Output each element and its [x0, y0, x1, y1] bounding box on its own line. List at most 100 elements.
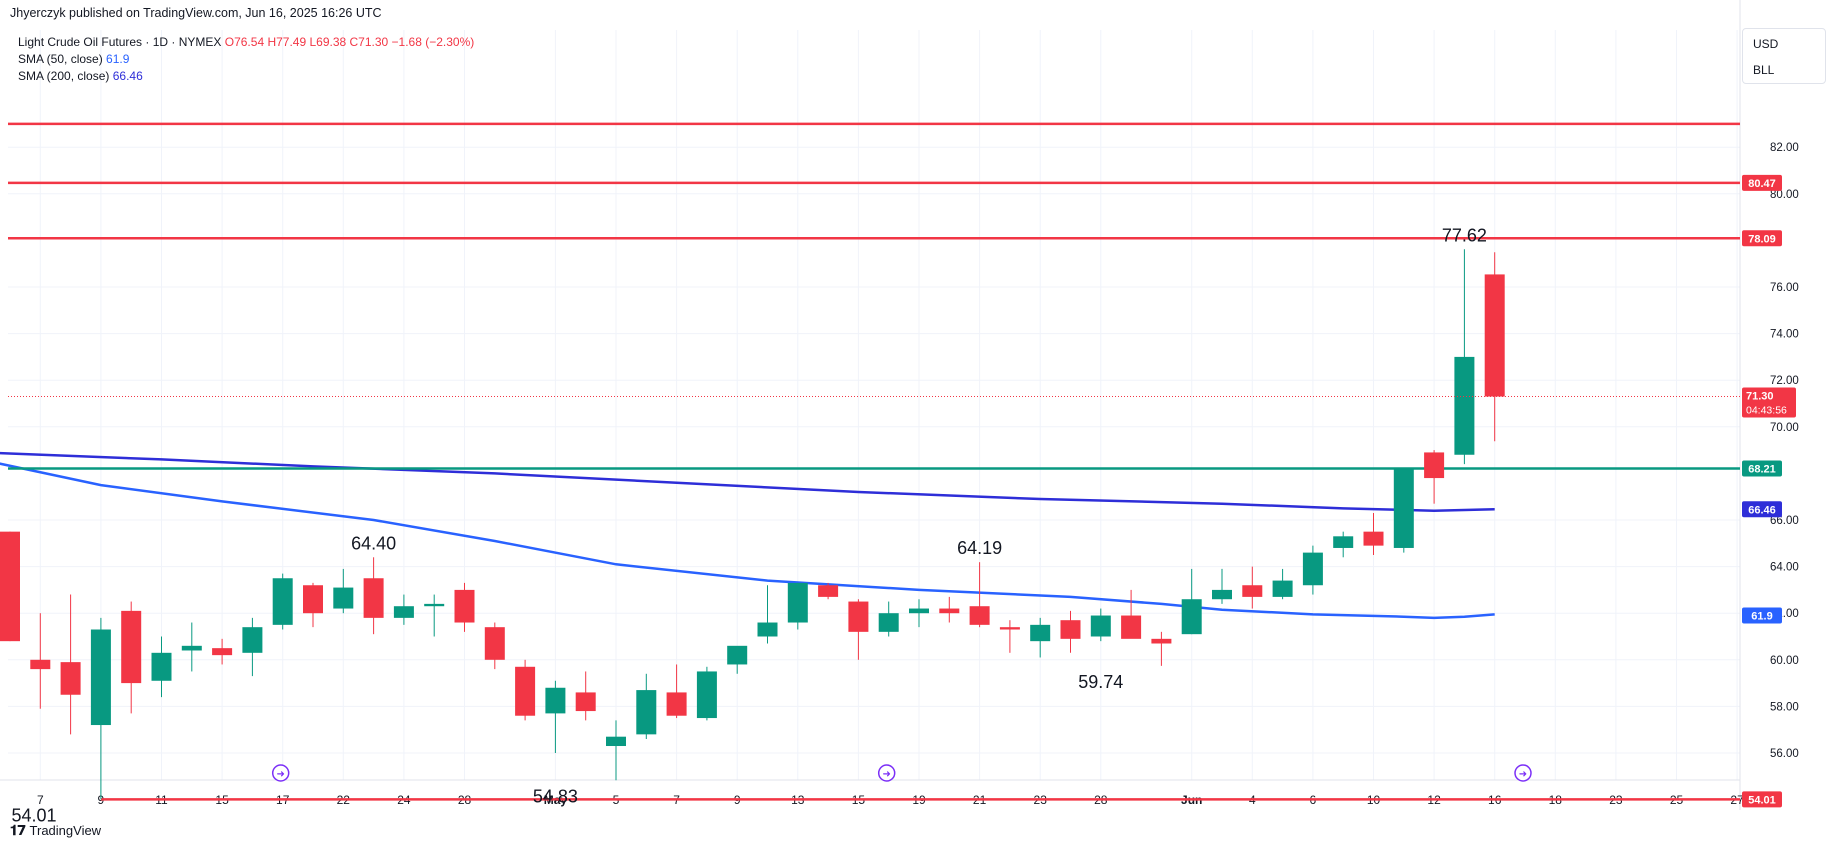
- price-level-badge: [1742, 791, 1782, 808]
- candle-body: [151, 652, 172, 681]
- sma-price-badge: [1742, 607, 1782, 624]
- sma50-line: [0, 462, 1495, 620]
- candle-body: [575, 692, 596, 712]
- sma50-value: 61.9: [106, 52, 130, 66]
- y-tick-label: 64.00: [1770, 562, 1799, 574]
- candle-body: [909, 608, 929, 614]
- price-annotation: 77.62: [1442, 225, 1487, 245]
- candle-body: [0, 531, 20, 642]
- publisher-header: Jhyerczyk published on TradingView.com, …: [10, 6, 382, 20]
- candle-body: [757, 622, 778, 637]
- candle-body: [969, 606, 990, 625]
- y-tick-label: 58.00: [1770, 701, 1799, 713]
- price-level-badge-text: 54.01: [1748, 794, 1776, 806]
- candle-body: [818, 585, 839, 597]
- currency-label: USD: [1753, 37, 1779, 51]
- candle-body: [121, 610, 142, 684]
- unit-label: BLL: [1753, 63, 1775, 77]
- legend-title-row: Light Crude Oil Futures · 1D · NYMEX O76…: [18, 34, 474, 51]
- candle-body: [1363, 531, 1384, 546]
- candle-body: [515, 666, 536, 716]
- candle-body: [60, 662, 81, 695]
- sma200-value: 66.46: [112, 69, 143, 83]
- price-annotation: 64.19: [957, 538, 1002, 558]
- tradingview-logo-icon: 𝟏𝟳: [10, 822, 27, 838]
- price-annotation: 64.40: [351, 533, 396, 553]
- candle-body: [545, 687, 566, 714]
- candle-body: [1333, 536, 1354, 548]
- y-tick-label: 70.00: [1770, 422, 1799, 434]
- sma200-line: [0, 451, 1495, 512]
- currency-unit-selector[interactable]: USD BLL: [1742, 28, 1826, 84]
- candle-body: [787, 582, 808, 623]
- candle-body: [424, 603, 445, 607]
- y-tick-label: 72.00: [1770, 375, 1799, 387]
- chart-legend: Light Crude Oil Futures · 1D · NYMEX O76…: [18, 34, 474, 85]
- event-marker-icon: [1514, 764, 1532, 782]
- footer-branding: 𝟏𝟳 TradingView: [10, 822, 101, 839]
- candle-body: [848, 601, 869, 632]
- ohlc-values: O76.54 H77.49 L69.38 C71.30 −1.68 (−2.30…: [224, 35, 475, 49]
- sma-price-badge-text: 66.46: [1748, 504, 1776, 516]
- y-tick-label: 60.00: [1770, 655, 1799, 667]
- price-level-badge: [1742, 230, 1782, 247]
- candle-body: [30, 659, 51, 670]
- y-tick-label: 56.00: [1770, 748, 1799, 760]
- last-price-text: 71.30: [1746, 391, 1774, 403]
- countdown-text: 04:43:56: [1746, 405, 1787, 417]
- event-marker-glyph: ➜: [1519, 769, 1527, 780]
- y-tick-label: 76.00: [1770, 282, 1799, 294]
- candle-body: [1121, 615, 1142, 639]
- y-tick-label: 66.00: [1770, 515, 1799, 527]
- x-tick-label: 7: [37, 793, 44, 807]
- last-price-badge: [1742, 387, 1796, 418]
- candle-body: [1454, 356, 1475, 455]
- candle-body: [1212, 589, 1232, 600]
- candle-body: [999, 627, 1020, 630]
- price-annotation: 54.83: [533, 786, 578, 806]
- candle-body: [272, 578, 293, 625]
- candle-body: [1424, 452, 1445, 479]
- candle-body: [1181, 599, 1202, 635]
- price-annotation: 54.01: [11, 805, 56, 825]
- brand-name[interactable]: TradingView: [29, 823, 102, 838]
- candle-body: [1393, 468, 1414, 548]
- candle-body: [242, 627, 263, 653]
- y-tick-label: 74.00: [1770, 329, 1799, 341]
- candle-body: [90, 629, 111, 726]
- sma50-legend[interactable]: SMA (50, close) 61.9: [18, 51, 474, 68]
- candle-body: [303, 585, 323, 614]
- candle-body: [181, 645, 202, 651]
- price-level-badge: [1742, 460, 1782, 477]
- candle-body: [1090, 615, 1111, 637]
- y-tick-label: 82.00: [1770, 142, 1799, 154]
- candle-body: [636, 690, 657, 735]
- sma50-label: SMA (50, close): [18, 52, 103, 66]
- candle-body: [1030, 624, 1051, 642]
- candle-body: [212, 648, 233, 656]
- price-level-badge: [1742, 174, 1782, 191]
- symbol-title[interactable]: Light Crude Oil Futures · 1D · NYMEX: [18, 35, 222, 49]
- event-marker-glyph: ➜: [277, 769, 285, 780]
- candle-body: [1242, 585, 1263, 597]
- price-level-badge-text: 68.21: [1748, 464, 1776, 476]
- sma200-legend[interactable]: SMA (200, close) 66.46: [18, 68, 474, 85]
- event-marker-icon: [877, 764, 896, 782]
- candle-body: [484, 627, 505, 660]
- candle-body: [878, 613, 899, 632]
- y-tick-label: 80.00: [1770, 189, 1799, 201]
- sma-price-badge-text: 61.9: [1751, 611, 1772, 623]
- candle-body: [606, 736, 626, 747]
- event-marker-icon: [271, 764, 290, 782]
- candle-body: [1060, 620, 1081, 639]
- candle-body: [363, 578, 384, 618]
- candle-body: [1272, 580, 1293, 597]
- candle-body: [454, 589, 475, 623]
- sma200-label: SMA (200, close): [18, 69, 110, 83]
- event-marker-glyph: ➜: [883, 769, 891, 780]
- candle-body: [939, 608, 960, 614]
- candle-body: [696, 671, 717, 719]
- price-level-badge-text: 78.09: [1748, 233, 1776, 245]
- sma-price-badge: [1742, 501, 1782, 518]
